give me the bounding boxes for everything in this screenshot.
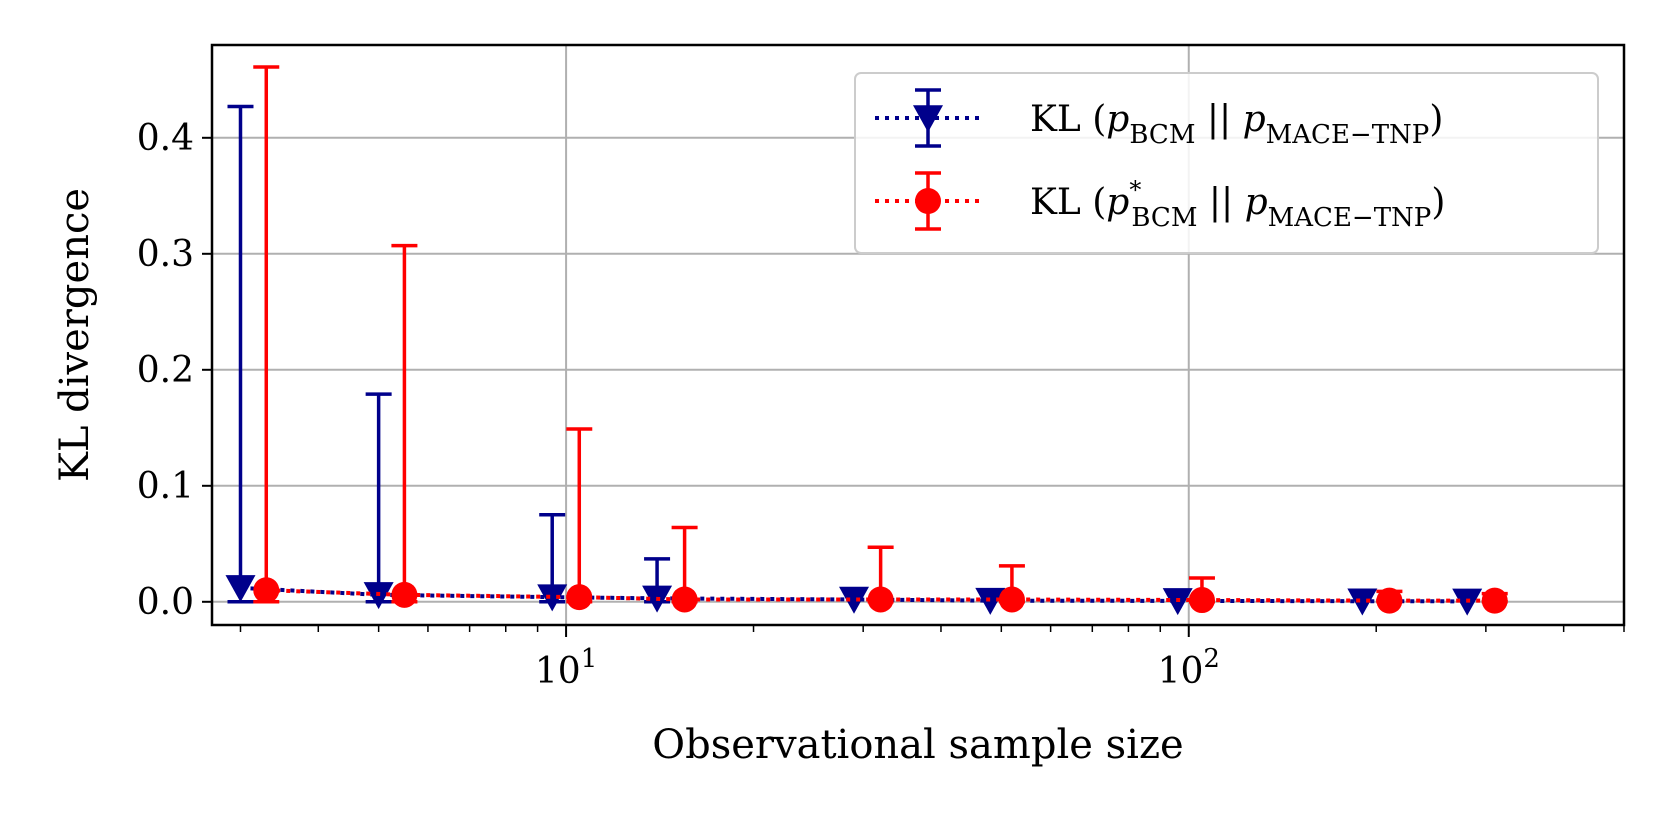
legend-marker [915, 188, 941, 214]
plot-frame [210, 43, 1626, 627]
legend-p2: p [1243, 99, 1266, 140]
series-1 [253, 65, 1508, 614]
data-point [1347, 588, 1378, 616]
legend-sub2: MACE−TNP [1266, 120, 1430, 150]
x-tick-exponent: 1 [581, 644, 598, 674]
data-point [566, 584, 593, 611]
x-axis-label: Observational sample size [652, 722, 1183, 768]
data-series [225, 65, 1508, 616]
data-point [537, 584, 568, 612]
legend-entry: KL (pBCM || pMACE−TNP) [875, 88, 1443, 150]
data-point [975, 587, 1006, 615]
x-tick-label: 102 [1158, 644, 1220, 692]
legend-sub2: MACE−TNP [1268, 203, 1432, 233]
x-tick-label: 101 [535, 644, 597, 692]
data-point [1481, 587, 1508, 614]
y-tick-label: 0.0 [137, 582, 194, 623]
legend-box [854, 72, 1599, 254]
data-point [867, 586, 894, 613]
data-point [998, 586, 1025, 613]
legend-p1: p [1106, 99, 1129, 140]
legend-suffix: ) [1429, 99, 1443, 140]
legend-sub1: BCM [1131, 203, 1197, 233]
legend-kl-prefix: KL ( [1030, 182, 1106, 223]
series-line [266, 588, 1495, 603]
legend-p1: p [1106, 182, 1129, 223]
data-point [253, 577, 280, 604]
data-point [671, 586, 698, 613]
legend-marker [913, 105, 943, 133]
legend-entry: KL (p* BCM || pMACE−TNP) [875, 171, 1445, 233]
legend: KL (pBCM || pMACE−TNP)KL (p* BCM || pMACE… [854, 72, 1599, 254]
data-point [391, 581, 418, 608]
data-point [839, 586, 870, 614]
y-tick-label: 0.4 [137, 118, 194, 159]
y-axis-label: KL divergence [52, 188, 98, 482]
legend-suffix: ) [1431, 182, 1445, 223]
legend-separator: || [1195, 99, 1242, 140]
legend-label: KL (p* BCM || pMACE−TNP) [1030, 176, 1445, 233]
y-tick-label: 0.2 [137, 350, 194, 391]
x-tick-base: 10 [535, 651, 581, 692]
legend-p2: p [1245, 182, 1268, 223]
y-tick-label: 0.1 [137, 466, 194, 507]
legend-label: KL (pBCM || pMACE−TNP) [1030, 99, 1443, 150]
data-point [1188, 587, 1215, 614]
data-point [225, 575, 256, 603]
y-tick-label: 0.3 [137, 234, 194, 275]
legend-separator: || [1197, 182, 1244, 223]
legend-sup1: * [1129, 176, 1141, 204]
x-tick-base: 10 [1158, 651, 1204, 692]
legend-sub1: BCM [1129, 120, 1195, 150]
data-point [1376, 587, 1403, 614]
x-tick-exponent: 2 [1203, 644, 1220, 674]
legend-kl-prefix: KL ( [1030, 99, 1106, 140]
